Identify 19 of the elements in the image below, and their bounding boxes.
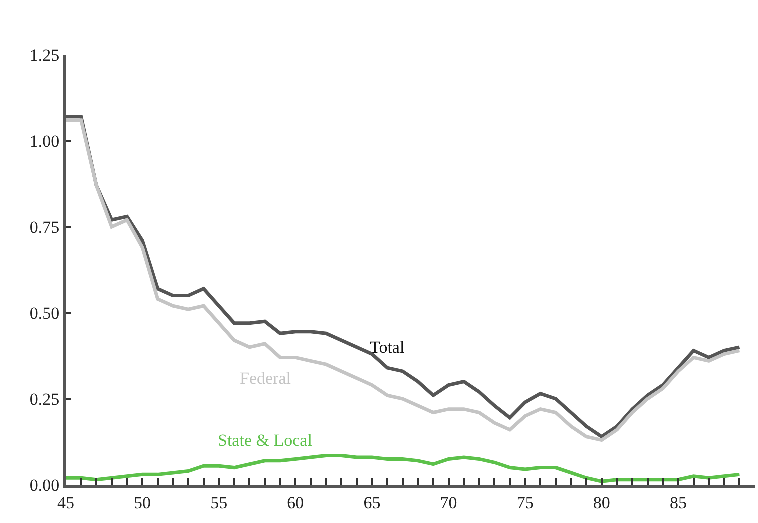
series-label: Federal — [240, 369, 292, 388]
x-tick-label: 45 — [58, 493, 74, 512]
y-tick-label: 0.75 — [30, 218, 60, 237]
x-tick-label: 80 — [593, 493, 610, 512]
x-tick-label: 60 — [287, 493, 304, 512]
x-tick-label: 55 — [210, 493, 228, 512]
series-label: Total — [370, 338, 405, 357]
y-tick-label: 0.25 — [30, 390, 60, 409]
y-tick-label: 1.00 — [30, 132, 60, 151]
x-tick-label: 85 — [670, 493, 687, 512]
y-tick-label: 0.50 — [30, 304, 60, 323]
x-tick-label: 70 — [440, 493, 458, 512]
line-series — [66, 454, 742, 484]
y-tick-label: 1.25 — [30, 46, 60, 65]
x-tick-label: 50 — [134, 493, 152, 512]
x-tick-label: 65 — [364, 493, 381, 512]
y-tick-label: 0.00 — [30, 476, 60, 495]
series-label: State & Local — [218, 431, 313, 450]
x-tick-label: 75 — [516, 493, 534, 512]
